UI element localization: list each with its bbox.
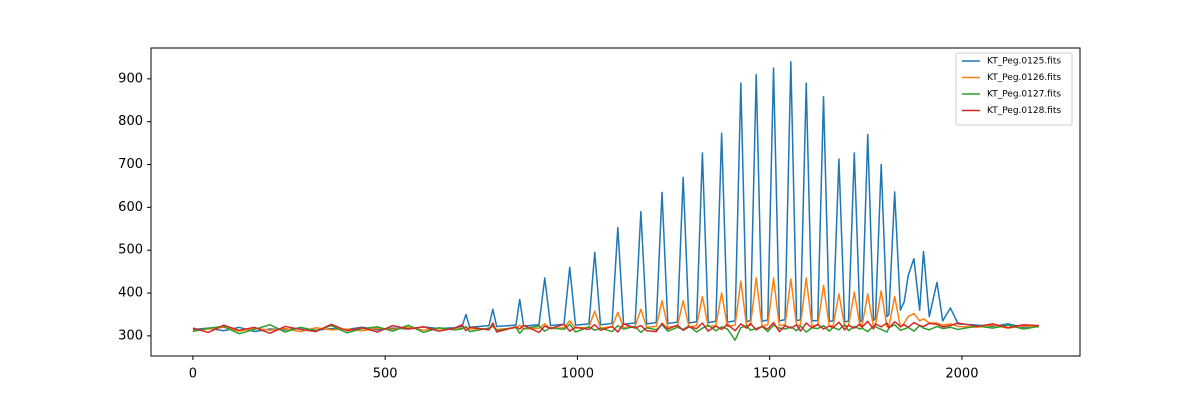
legend-label: KT_Peg.0125.fits xyxy=(987,57,1061,67)
legend-label: KT_Peg.0126.fits xyxy=(987,73,1061,83)
legend-box xyxy=(955,52,1073,126)
axes-frame xyxy=(150,47,1081,357)
y-tick-label: 500 xyxy=(118,243,143,258)
y-tick-label: 700 xyxy=(118,157,143,172)
x-tick-label: 2000 xyxy=(945,367,978,382)
x-tick-label: 1000 xyxy=(561,367,594,382)
series-line xyxy=(192,323,1039,341)
y-tick-label: 400 xyxy=(118,286,143,301)
plot-area xyxy=(192,60,1039,341)
series-line xyxy=(192,320,1039,335)
y-tick-label: 800 xyxy=(118,114,143,129)
series-line xyxy=(192,60,1039,333)
x-tick-label: 1500 xyxy=(753,367,786,382)
y-tick-label: 900 xyxy=(118,71,143,86)
legend: KT_Peg.0125.fits KT_Peg.0126.fits KT_Peg.0… xyxy=(955,52,1073,126)
x-tick-label: 0 xyxy=(189,367,197,382)
x-tick-label: 500 xyxy=(373,367,398,382)
legend-label: KT_Peg.0127.fits xyxy=(987,90,1061,100)
y-tick-label: 600 xyxy=(118,200,143,215)
y-tick-label: 300 xyxy=(118,328,143,343)
legend-label: KT_Peg.0128.fits xyxy=(987,106,1061,116)
